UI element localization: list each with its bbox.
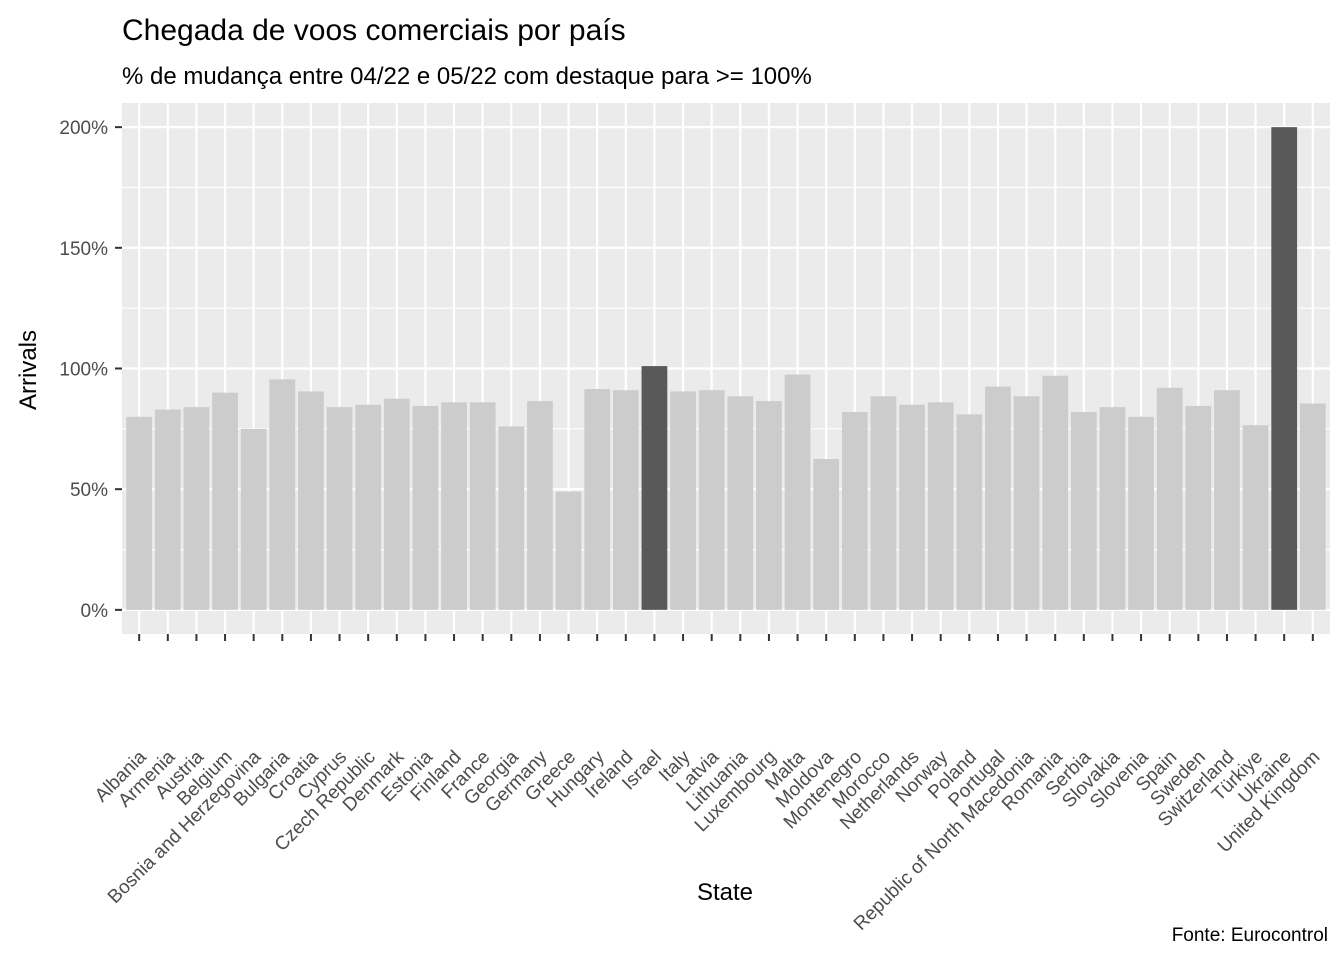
y-axis: 0% 50% 100% 150% 200%: [59, 118, 122, 622]
bar-montenegro: [841, 411, 868, 610]
bar-portugal: [985, 386, 1011, 610]
bar-lithuania: [727, 396, 754, 610]
bar-romania: [1042, 375, 1069, 610]
y-tick-label: 200%: [59, 118, 108, 139]
bar-italy: [670, 391, 696, 610]
bar-t-rkiye: [1242, 425, 1269, 610]
bar-bosnia-and-herzegovina: [240, 428, 267, 610]
bar-ireland: [612, 390, 639, 610]
y-tick-label: 100%: [59, 360, 108, 381]
bar-albania: [126, 416, 153, 610]
chart-subtitle: % de mudança entre 04/22 e 05/22 com des…: [122, 63, 812, 90]
bar-serbia: [1070, 411, 1097, 610]
bar-spain: [1156, 387, 1183, 610]
bar-georgia: [498, 426, 525, 610]
bar-slovakia: [1099, 407, 1126, 610]
bar-israel: [641, 366, 668, 610]
bar-moldova: [813, 459, 840, 610]
bar-norway: [927, 402, 954, 610]
bar-denmark: [383, 398, 410, 610]
bar-malta: [784, 374, 811, 610]
bar-latvia: [698, 390, 725, 610]
bar-austria: [183, 407, 210, 610]
chart-title: Chegada de voos comerciais por país: [122, 14, 626, 47]
bar-finland: [441, 402, 467, 610]
bar-greece: [555, 491, 582, 610]
bar-bulgaria: [269, 379, 296, 610]
caption: Fonte: Eurocontrol: [1172, 925, 1328, 946]
x-axis-title: State: [697, 879, 753, 906]
bar-cyprus: [326, 407, 353, 610]
bar-france: [469, 402, 496, 610]
bar-estonia: [412, 405, 439, 610]
bar-slovenia: [1128, 416, 1154, 610]
bar-united-kingdom: [1299, 403, 1326, 610]
bar-belgium: [212, 392, 238, 610]
bar-hungary: [584, 389, 611, 610]
bar-poland: [956, 414, 983, 610]
bar-morocco: [870, 396, 897, 610]
y-axis-title: Arrivals: [15, 330, 42, 410]
bar-sweden: [1185, 405, 1212, 610]
y-tick-label: 0%: [81, 601, 109, 622]
bar-czech-republic: [355, 404, 382, 610]
bar-ukraine: [1271, 127, 1298, 610]
bar-republic-of-north-macedonia: [1013, 396, 1040, 610]
bar-germany: [527, 401, 553, 610]
y-tick-label: 50%: [70, 480, 108, 501]
y-tick-label: 150%: [59, 239, 108, 260]
bar-netherlands: [899, 404, 925, 610]
bar-luxembourg: [756, 401, 782, 610]
bar-croatia: [298, 391, 324, 610]
bars: [126, 127, 1326, 610]
bar-switzerland: [1214, 390, 1240, 610]
bar-armenia: [154, 409, 181, 610]
